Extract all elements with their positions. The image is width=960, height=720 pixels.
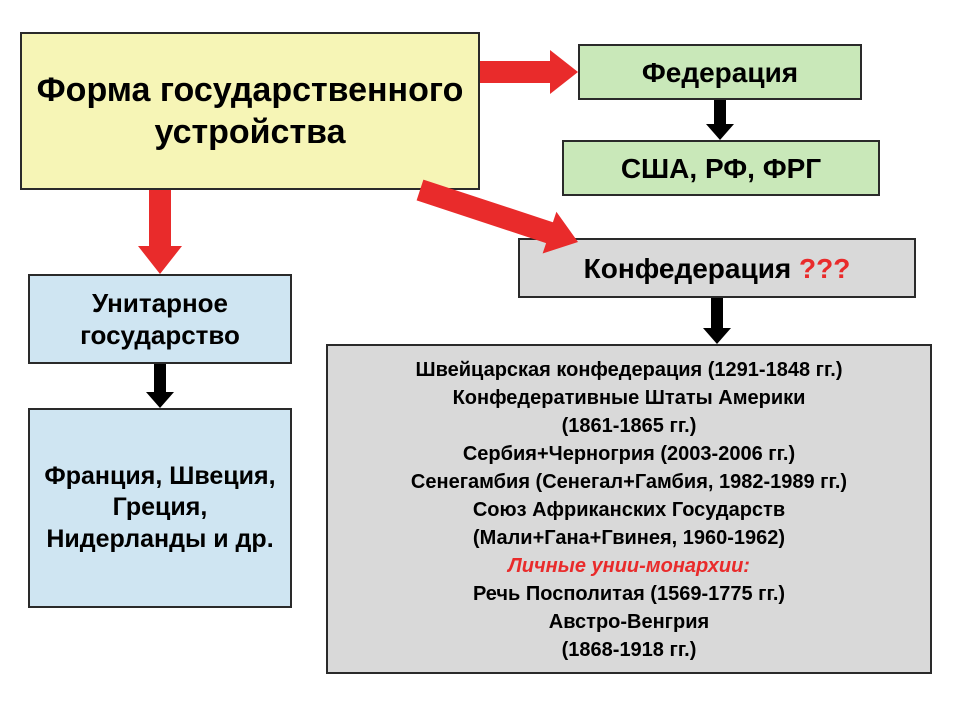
- federation-examples-text: США, РФ, ФРГ: [621, 151, 821, 186]
- arrow-main-to-unitary: [138, 190, 182, 274]
- confederation-example-line: (Мали+Гана+Гвинея, 1960-1962): [340, 524, 918, 552]
- confederation-label: Конфедерация: [584, 253, 799, 284]
- unitary-box: Унитарное государство: [28, 274, 292, 364]
- confederation-example-line: Союз Африканских Государств: [340, 496, 918, 524]
- confederation-example-line: Швейцарская конфедерация (1291-1848 гг.): [340, 356, 918, 384]
- federation-box: Федерация: [578, 44, 862, 100]
- confederation-example-line: Австро-Венгрия: [340, 608, 918, 636]
- confederation-example-line: Речь Посполитая (1569-1775 гг.): [340, 580, 918, 608]
- main-title-box: Форма государственного устройства: [20, 32, 480, 190]
- main-title-text: Форма государственного устройства: [32, 69, 468, 154]
- arrow-unitary-to-examples: [146, 364, 174, 408]
- confederation-example-line: Сербия+Черногрия (2003-2006 гг.): [340, 440, 918, 468]
- arrow-federation-to-examples: [706, 100, 734, 140]
- unitary-label: Унитарное государство: [40, 287, 280, 352]
- confederation-example-line: Сенегамбия (Сенегал+Гамбия, 1982-1989 гг…: [340, 468, 918, 496]
- unitary-examples-box: Франция, Швеция, Греция, Нидерланды и др…: [28, 408, 292, 608]
- arrow-confederation-to-examples: [703, 298, 731, 344]
- confederation-examples-box: Швейцарская конфедерация (1291-1848 гг.)…: [326, 344, 932, 674]
- confederation-example-line: Конфедеративные Штаты Америки: [340, 384, 918, 412]
- federation-label: Федерация: [642, 55, 798, 90]
- confederation-example-line: (1861-1865 гг.): [340, 412, 918, 440]
- arrow-main-to-federation: [480, 50, 578, 94]
- confederation-question: ???: [799, 253, 850, 284]
- confederation-example-line: (1868-1918 гг.): [340, 636, 918, 664]
- federation-examples-box: США, РФ, ФРГ: [562, 140, 880, 196]
- confederation-box: Конфедерация ???: [518, 238, 916, 298]
- unitary-examples-text: Франция, Швеция, Греция, Нидерланды и др…: [40, 461, 280, 555]
- confederation-unions-heading: Личные унии-монархии:: [340, 552, 918, 580]
